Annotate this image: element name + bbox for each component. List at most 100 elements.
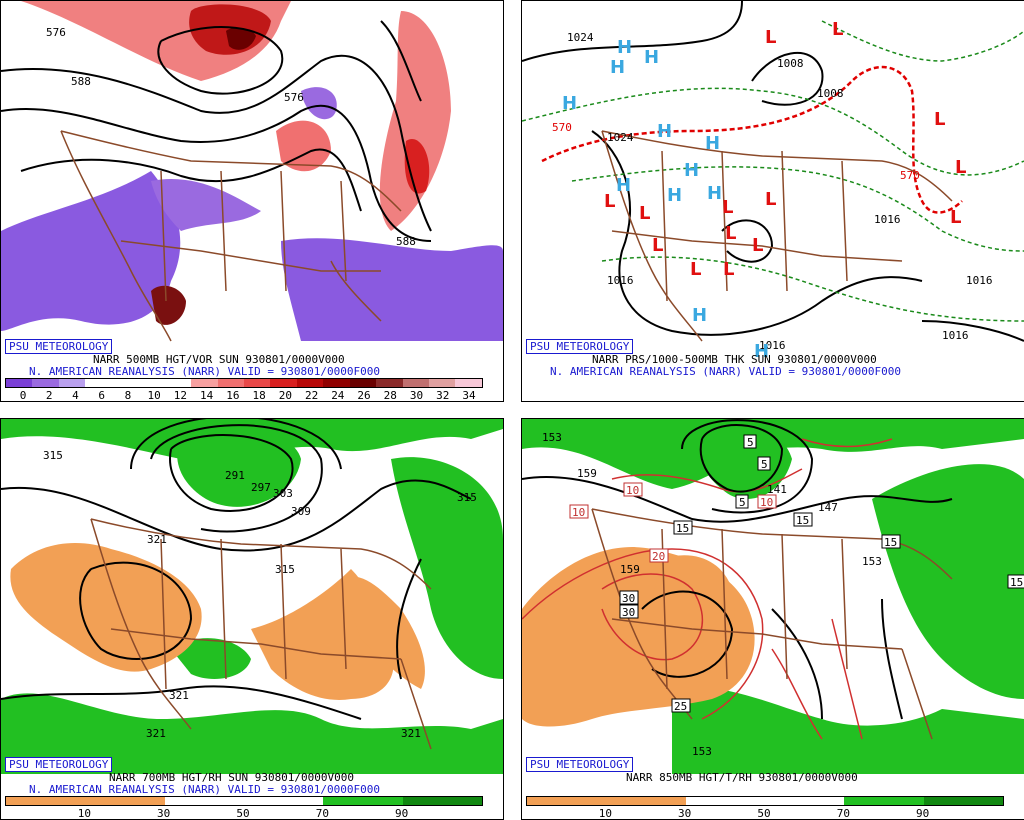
vorticity-color-legend bbox=[5, 378, 483, 388]
map-500mb: 576 588 576 588 bbox=[1, 1, 503, 342]
contour-label-570: 570 bbox=[552, 121, 572, 134]
boundaries bbox=[90, 518, 432, 750]
legend-swatch bbox=[217, 379, 244, 387]
low-symbol: L bbox=[934, 109, 945, 130]
contour-label: 1016 bbox=[966, 274, 993, 287]
legend-swatch bbox=[376, 379, 403, 387]
legend-tick-label: 32 bbox=[436, 389, 450, 402]
contour-label: 1008 bbox=[777, 57, 804, 70]
box-label: 15 bbox=[884, 536, 897, 549]
legend-tick-label: 14 bbox=[200, 389, 214, 402]
box-label: 15 bbox=[796, 514, 809, 527]
panel-pressure-thickness: 1024 1008 1008 1024 1016 1016 1016 1016 … bbox=[521, 0, 1024, 402]
height-contours bbox=[1, 419, 472, 720]
box-label: 5 bbox=[739, 496, 746, 509]
low-symbol: L bbox=[723, 259, 734, 280]
height-contours bbox=[1, 20, 432, 242]
legend-tick-label: 70 bbox=[836, 807, 850, 820]
legend-swatch bbox=[243, 379, 271, 387]
legend-swatch bbox=[606, 797, 686, 805]
low-symbol: L bbox=[950, 207, 961, 228]
legend-tick-label: 90 bbox=[395, 807, 409, 820]
legend-tick-label: 4 bbox=[72, 389, 79, 402]
contour-label: 588 bbox=[71, 75, 91, 88]
psu-meteorology-badge: PSU METEOROLOGY bbox=[526, 757, 634, 772]
contour-label: 321 bbox=[169, 689, 189, 702]
high-pressure-centers: H H H H H H H H H H H H bbox=[562, 37, 769, 362]
rh-legend-ticks: 10 30 50 70 90 bbox=[526, 807, 1002, 819]
high-symbol: H bbox=[617, 37, 632, 58]
legend-swatch bbox=[191, 379, 218, 387]
contour-label: 315 bbox=[43, 449, 63, 462]
low-symbol: L bbox=[752, 235, 763, 256]
contour-label: 303 bbox=[273, 487, 293, 500]
map-pressure: 1024 1008 1008 1024 1016 1016 1016 1016 … bbox=[522, 1, 1024, 362]
legend-swatch bbox=[138, 379, 165, 387]
height-labels: 315 291 297 303 309 321 315 321 321 321 … bbox=[43, 449, 477, 740]
legend-swatch bbox=[85, 797, 165, 805]
high-symbol: H bbox=[610, 57, 625, 78]
contour-label: 1016 bbox=[874, 213, 901, 226]
low-symbol: L bbox=[722, 197, 733, 218]
legend-swatch bbox=[85, 379, 112, 387]
legend-tick-label: 12 bbox=[173, 389, 188, 402]
legend-tick-label: 90 bbox=[916, 807, 930, 820]
legend-tick-label: 30 bbox=[157, 807, 171, 820]
isobars bbox=[522, 1, 1024, 342]
contour-label: 291 bbox=[225, 469, 245, 482]
vorticity-negative-west bbox=[1, 171, 181, 331]
boundaries bbox=[601, 130, 953, 342]
contour-label: 159 bbox=[577, 467, 597, 480]
contour-label: 309 bbox=[291, 505, 311, 518]
vorticity-maximum-south bbox=[151, 285, 186, 325]
legend-tick-label: 28 bbox=[383, 389, 397, 402]
panel-500mb-hgt-vor: 576 588 576 588 PSU METEOROLOGY NARR 500… bbox=[0, 0, 504, 402]
caption-line1: NARR 850MB HGT/T/RH 930801/0000V000 bbox=[626, 771, 858, 784]
legend-tick-label: 30 bbox=[678, 807, 692, 820]
vorticity-core bbox=[226, 27, 256, 50]
low-symbol: L bbox=[652, 235, 663, 256]
legend-tick-label: 26 bbox=[357, 389, 371, 402]
vorticity-negative-north bbox=[301, 87, 337, 120]
vorticity-negative-central bbox=[151, 178, 261, 231]
rh-legend-ticks: 10 30 50 70 90 bbox=[5, 807, 481, 819]
contour-label: 321 bbox=[146, 727, 166, 740]
box-label: 25 bbox=[674, 700, 687, 713]
rh-dry-west bbox=[10, 543, 202, 672]
box-label: 30 bbox=[622, 592, 635, 605]
temperature-contours bbox=[522, 438, 893, 740]
contour-label-570: 570 bbox=[900, 169, 920, 182]
legend-tick-label: 34 bbox=[462, 389, 476, 402]
legend-tick-label: 24 bbox=[331, 389, 345, 402]
caption-line1: NARR 500MB HGT/VOR SUN 930801/0000V000 bbox=[93, 353, 345, 366]
box-label: 30 bbox=[622, 606, 635, 619]
high-symbol: H bbox=[667, 185, 682, 206]
legend-tick-label: 16 bbox=[226, 389, 240, 402]
high-symbol: H bbox=[616, 175, 631, 196]
high-symbol: H bbox=[684, 160, 699, 181]
legend-tick-label: 22 bbox=[304, 389, 319, 402]
rh-moist-south bbox=[672, 686, 1024, 774]
legend-swatch bbox=[455, 379, 482, 387]
contour-label: 1016 bbox=[759, 339, 786, 352]
box-label: 10 bbox=[626, 484, 639, 497]
contour-label: 153 bbox=[862, 555, 882, 568]
legend-tick-label: 30 bbox=[409, 389, 424, 402]
legend-tick-label: 10 bbox=[147, 389, 161, 402]
box-label: 5 bbox=[761, 458, 768, 471]
legend-swatch bbox=[349, 379, 377, 387]
caption-line1: NARR PRS/1000-500MB THK SUN 930801/0000V… bbox=[592, 353, 877, 366]
legend-swatch bbox=[32, 379, 59, 387]
boundaries bbox=[591, 508, 953, 740]
contour-label: 321 bbox=[401, 727, 421, 740]
legend-tick-label: 50 bbox=[757, 807, 771, 820]
legend-tick-label: 0 bbox=[19, 389, 27, 402]
vorticity-east-core bbox=[404, 139, 430, 194]
contour-label: 321 bbox=[147, 533, 167, 546]
caption-line2: N. AMERICAN REANALYSIS (NARR) VALID = 93… bbox=[550, 365, 901, 378]
box-label: 20 bbox=[652, 550, 665, 563]
box-label: 5 bbox=[747, 436, 754, 449]
caption-line1: NARR 700MB HGT/RH SUN 930801/0000V000 bbox=[109, 771, 355, 784]
low-symbol: L bbox=[765, 27, 776, 48]
contour-label: 153 bbox=[542, 431, 562, 444]
